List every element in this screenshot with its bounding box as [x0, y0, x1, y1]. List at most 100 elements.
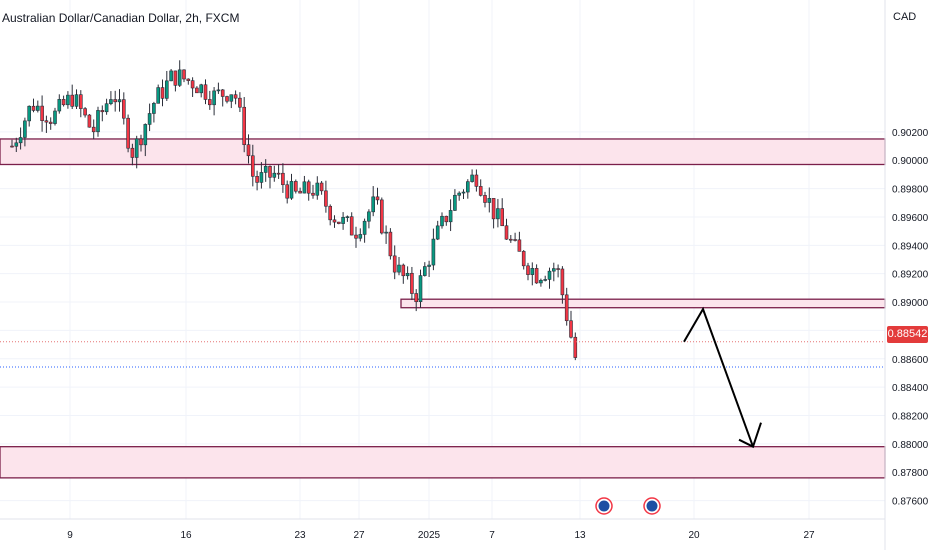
time-tick-label: 27	[803, 530, 815, 541]
candle-body	[246, 144, 251, 157]
event-flag-icon[interactable]	[598, 500, 610, 512]
support-resistance-zones	[0, 138, 886, 479]
candle-body	[367, 211, 371, 222]
price-tick-label: 0.89800	[892, 185, 929, 196]
candle-body	[397, 264, 401, 273]
candle-body	[212, 90, 216, 106]
candle-body	[478, 186, 483, 196]
price-tick-label: 0.88400	[892, 383, 929, 394]
candle-body	[539, 279, 543, 284]
time-axis[interactable]: 9 16 23 27 2025 7 13 20 27	[67, 530, 815, 541]
candle-body	[70, 94, 74, 107]
arrow-head	[738, 422, 762, 449]
candle-body	[96, 110, 100, 133]
candle-body	[122, 99, 126, 119]
candle-body	[448, 210, 453, 223]
candle-body	[487, 198, 492, 203]
candle-body	[143, 124, 148, 146]
candle-body	[35, 105, 40, 111]
candle-body	[83, 108, 87, 116]
candle-body	[66, 94, 70, 106]
candle-body	[251, 155, 255, 177]
price-tick-label: 0.87800	[892, 468, 929, 479]
candle-body	[358, 234, 363, 239]
candle-body	[556, 268, 560, 270]
candle-body	[238, 97, 242, 108]
candle-body	[362, 220, 367, 235]
candle-body	[126, 117, 130, 149]
candle-body	[306, 181, 311, 194]
candle-body	[229, 94, 234, 102]
candle-body	[414, 293, 419, 303]
candle-body	[431, 238, 436, 266]
candle-body	[388, 231, 393, 257]
candle-body	[113, 99, 117, 103]
time-tick-label: 2025	[418, 530, 441, 541]
candle-body	[410, 272, 414, 294]
candle-body	[100, 110, 105, 113]
candle-body	[427, 264, 431, 267]
price-tick-label: 0.88200	[892, 411, 929, 422]
candle-body	[177, 69, 182, 86]
candle-body	[104, 103, 109, 113]
candle-body	[44, 120, 49, 123]
candle-body	[564, 294, 569, 322]
economic-event-markers[interactable]	[595, 497, 661, 515]
price-axis[interactable]: 0.90200 0.90000 0.89800 0.89600 0.89400 0.892…	[892, 128, 929, 508]
event-flag-icon[interactable]	[646, 500, 658, 512]
candle-body	[91, 126, 96, 133]
price-tick-label: 0.89200	[892, 270, 929, 281]
candle-body	[27, 105, 32, 122]
candle-body	[152, 103, 156, 114]
candle-body	[517, 239, 522, 252]
candle-body	[259, 172, 264, 183]
candle-body	[504, 225, 509, 240]
candle-body	[349, 216, 354, 236]
price-tick-label: 0.89400	[892, 241, 929, 252]
time-tick-label: 27	[353, 530, 365, 541]
candle-body	[440, 215, 444, 227]
candle-body	[117, 99, 122, 103]
candle-body	[160, 87, 165, 99]
candle-body	[57, 99, 62, 112]
price-tick-label: 0.90200	[892, 128, 929, 139]
candle-body	[474, 174, 479, 187]
candle-body	[208, 99, 212, 106]
candle-body	[302, 181, 307, 194]
candle-body	[319, 182, 324, 192]
candle-body	[547, 270, 552, 280]
price-tick-label: 0.89000	[892, 298, 929, 309]
candle-body	[233, 94, 238, 99]
zone-rect	[400, 298, 886, 309]
candle-body	[173, 70, 178, 86]
candle-body	[31, 105, 36, 111]
candle-body	[79, 94, 83, 109]
candle-body	[543, 279, 548, 281]
candle-body	[530, 268, 535, 275]
candle-body	[186, 78, 191, 81]
candle-body	[203, 84, 208, 100]
candle-body	[220, 89, 225, 97]
candle-body	[156, 87, 160, 104]
projection-arrow	[683, 306, 762, 449]
candle-body	[199, 84, 203, 94]
price-tick-label: 0.90000	[892, 156, 929, 167]
candle-body	[379, 199, 384, 234]
price-tick-label: 0.88000	[892, 440, 929, 451]
candle-body	[10, 145, 14, 148]
candle-body	[341, 216, 345, 224]
projection-path	[683, 306, 754, 448]
price-tick-label: 0.89600	[892, 213, 929, 224]
candle-body	[457, 192, 462, 196]
candle-body	[276, 172, 281, 175]
candle-body	[169, 70, 173, 82]
candle-body	[109, 99, 113, 105]
candle-body	[23, 120, 27, 138]
symbol-title[interactable]: Australian Dollar/Canadian Dollar, 2h, F…	[2, 11, 240, 25]
candle-body	[332, 219, 337, 223]
candle-body	[470, 174, 474, 182]
currency-label: CAD	[893, 11, 917, 23]
candle-body	[315, 182, 320, 196]
candle-body	[324, 190, 328, 207]
